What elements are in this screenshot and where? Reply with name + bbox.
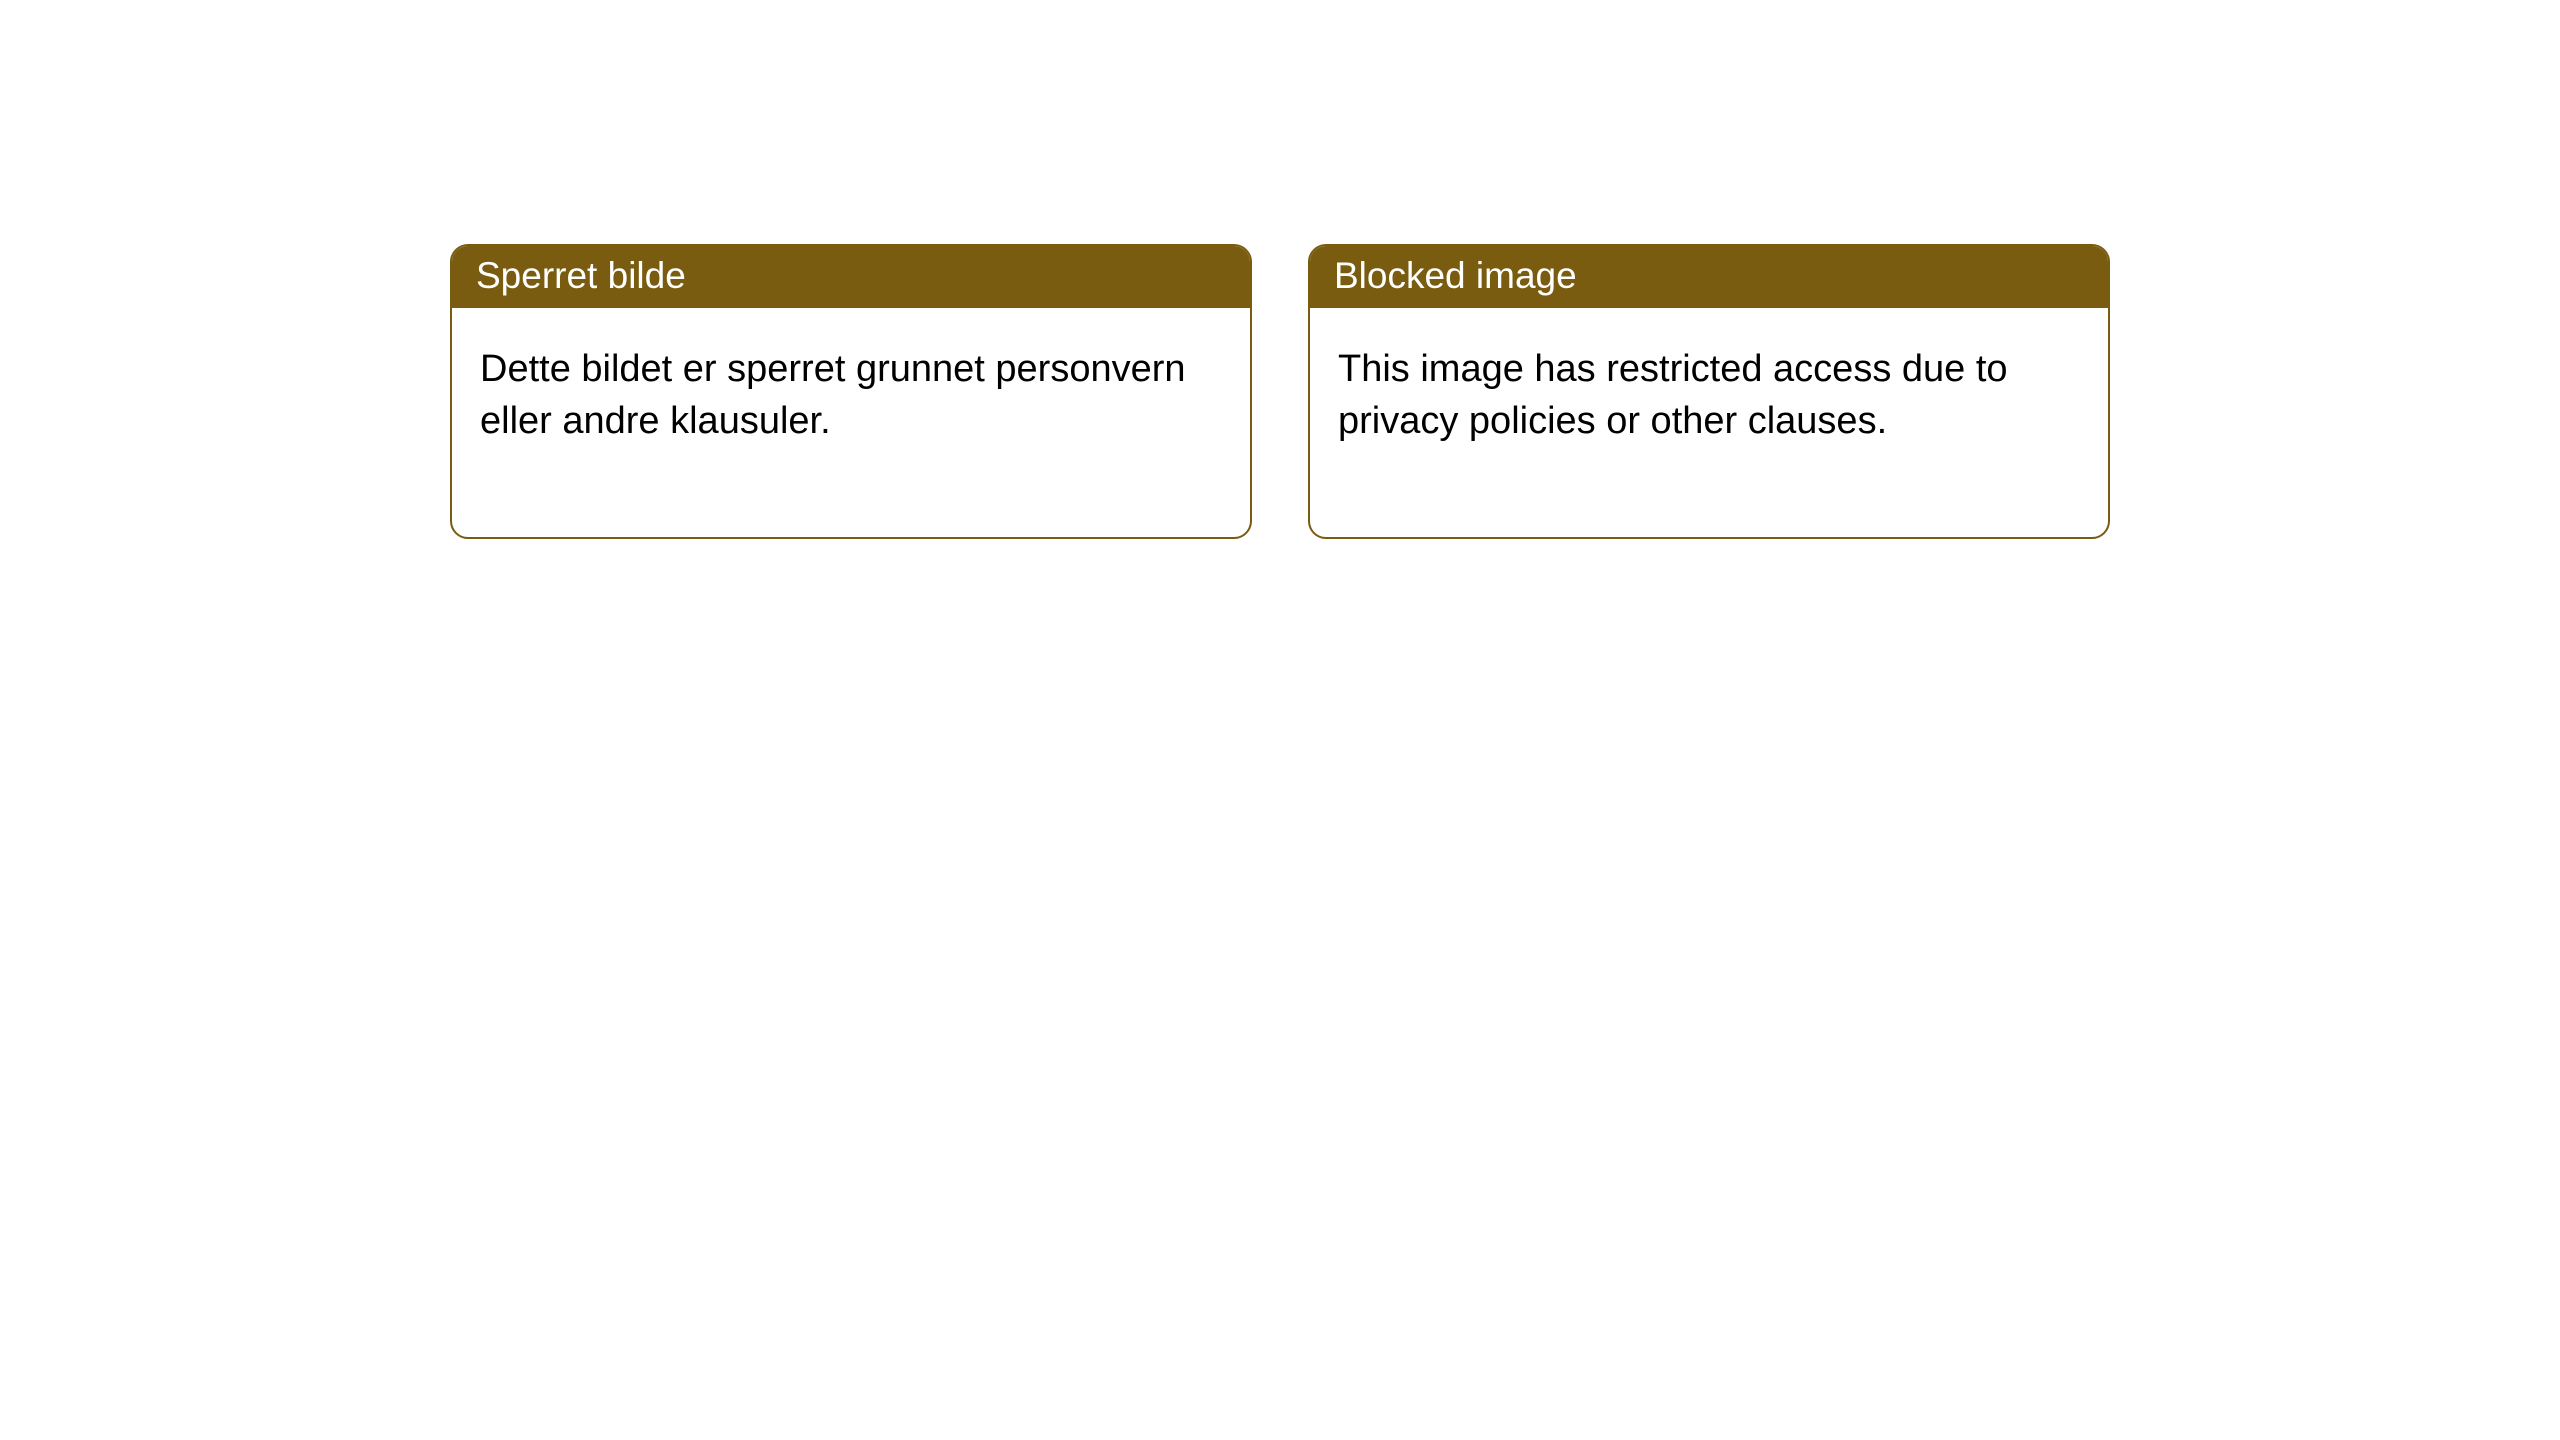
notice-card-norwegian: Sperret bilde Dette bildet er sperret gr…	[450, 244, 1252, 539]
notice-body: Dette bildet er sperret grunnet personve…	[452, 308, 1250, 537]
notice-header: Sperret bilde	[452, 246, 1250, 308]
notice-card-english: Blocked image This image has restricted …	[1308, 244, 2110, 539]
notice-header: Blocked image	[1310, 246, 2108, 308]
notice-body: This image has restricted access due to …	[1310, 308, 2108, 537]
notice-container: Sperret bilde Dette bildet er sperret gr…	[0, 0, 2560, 539]
